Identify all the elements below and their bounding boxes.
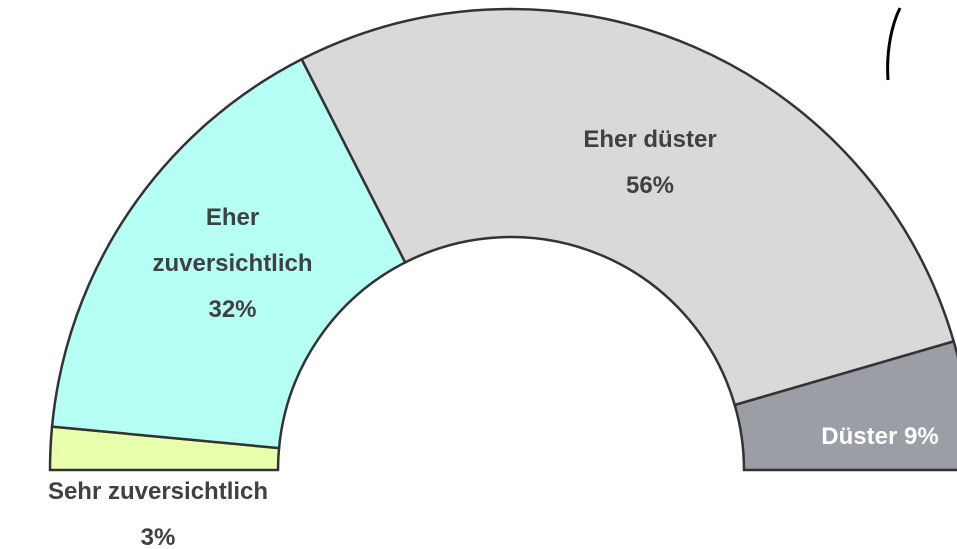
segment-label: Eher zuversichtlich 32%: [150, 195, 315, 333]
value-label: 32%: [208, 296, 257, 323]
donut-segment: [733, 339, 957, 472]
value-label: 3%: [140, 524, 176, 549]
segment-label: Düster 9%: [790, 414, 957, 460]
decoration-arc: [886, 7, 902, 81]
value-label: 56%: [625, 172, 675, 199]
category-label: Düster: [821, 423, 898, 450]
segment-label: Sehr zuversichtlich 3%: [0, 469, 316, 549]
category-label: Sehr zuversichtlich: [47, 478, 269, 505]
donut-segment: [50, 57, 407, 450]
donut-segment: [300, 7, 956, 407]
category-label: Eher zuversichtlich: [152, 204, 313, 277]
segment-label: Eher düster 56%: [540, 117, 760, 209]
value-label: 9%: [904, 423, 939, 450]
category-label: Eher düster: [583, 126, 717, 153]
